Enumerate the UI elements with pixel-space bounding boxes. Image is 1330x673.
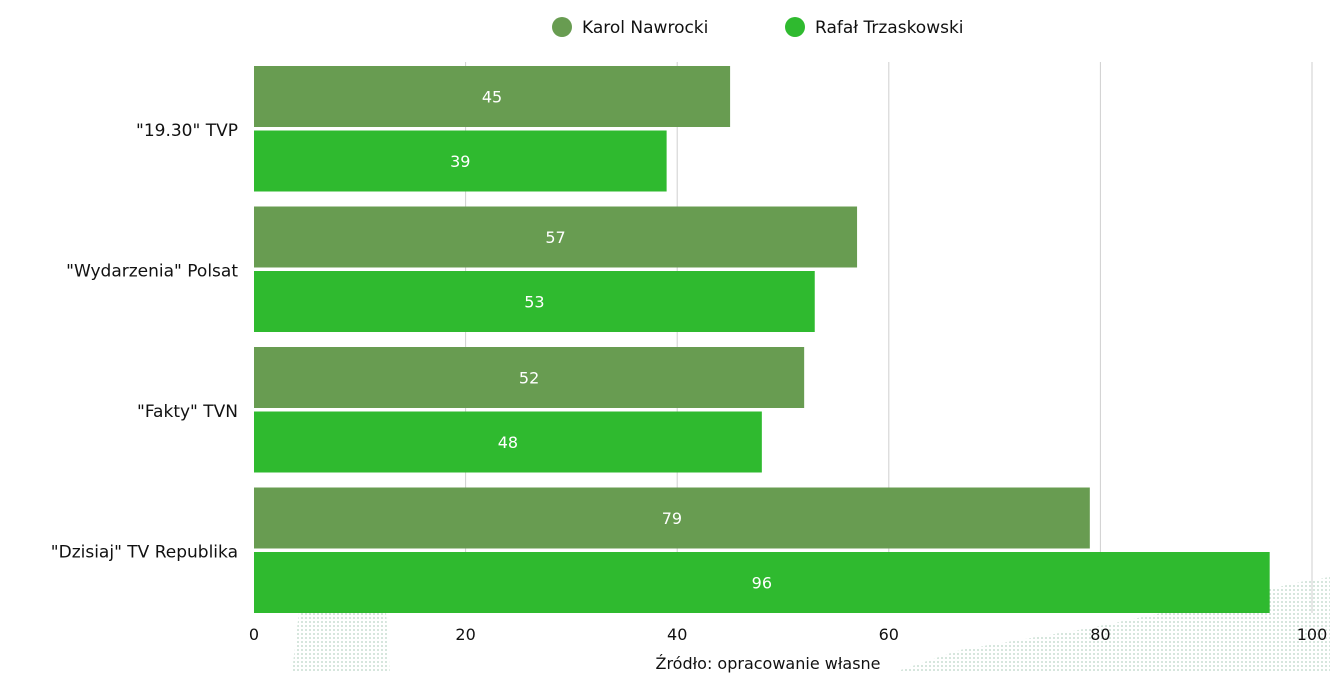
x-tick-label: 0 [249,625,259,644]
bar [254,66,731,127]
bar-value-label: 53 [524,293,544,312]
bar [254,487,1090,549]
bar [254,271,815,332]
bar-value-label: 52 [519,369,539,388]
x-tick-label: 60 [879,625,899,644]
bar-value-label: 57 [545,228,565,247]
category-label: "Fakty" TVN [137,402,238,422]
legend-label: Karol Nawrocki [582,18,708,38]
bar [254,347,805,408]
bars: 45 39 57 53 52 48 79 96 [254,66,1270,613]
legend-label: Rafał Trzaskowski [815,18,964,38]
legend-marker [552,17,572,37]
category-label: "Wydarzenia" Polsat [66,262,238,282]
x-tick-label: 80 [1090,625,1110,644]
bar [254,130,667,192]
bar-value-label: 48 [498,433,518,452]
bar [254,411,762,473]
legend: Karol Nawrocki Rafał Trzaskowski [552,17,964,38]
bar-value-label: 39 [450,152,470,171]
bar-value-label: 45 [482,88,502,107]
category-label: "19.30" TVP [136,121,238,141]
x-axis: 0 20 40 60 80 100 [249,625,1327,644]
x-tick-label: 100 [1297,625,1328,644]
bar [254,552,1270,613]
y-axis-categories: "19.30" TVP "Wydarzenia" Polsat "Fakty" TV… [51,121,239,563]
source-note: Źródło: opracowanie własne [655,654,880,673]
bar-value-label: 96 [752,574,772,593]
legend-marker [785,17,805,37]
bar [254,206,858,268]
category-label: "Dzisiaj" TV Republika [51,543,238,563]
x-tick-label: 20 [455,625,475,644]
bar-value-label: 79 [662,509,682,528]
x-tick-label: 40 [667,625,687,644]
